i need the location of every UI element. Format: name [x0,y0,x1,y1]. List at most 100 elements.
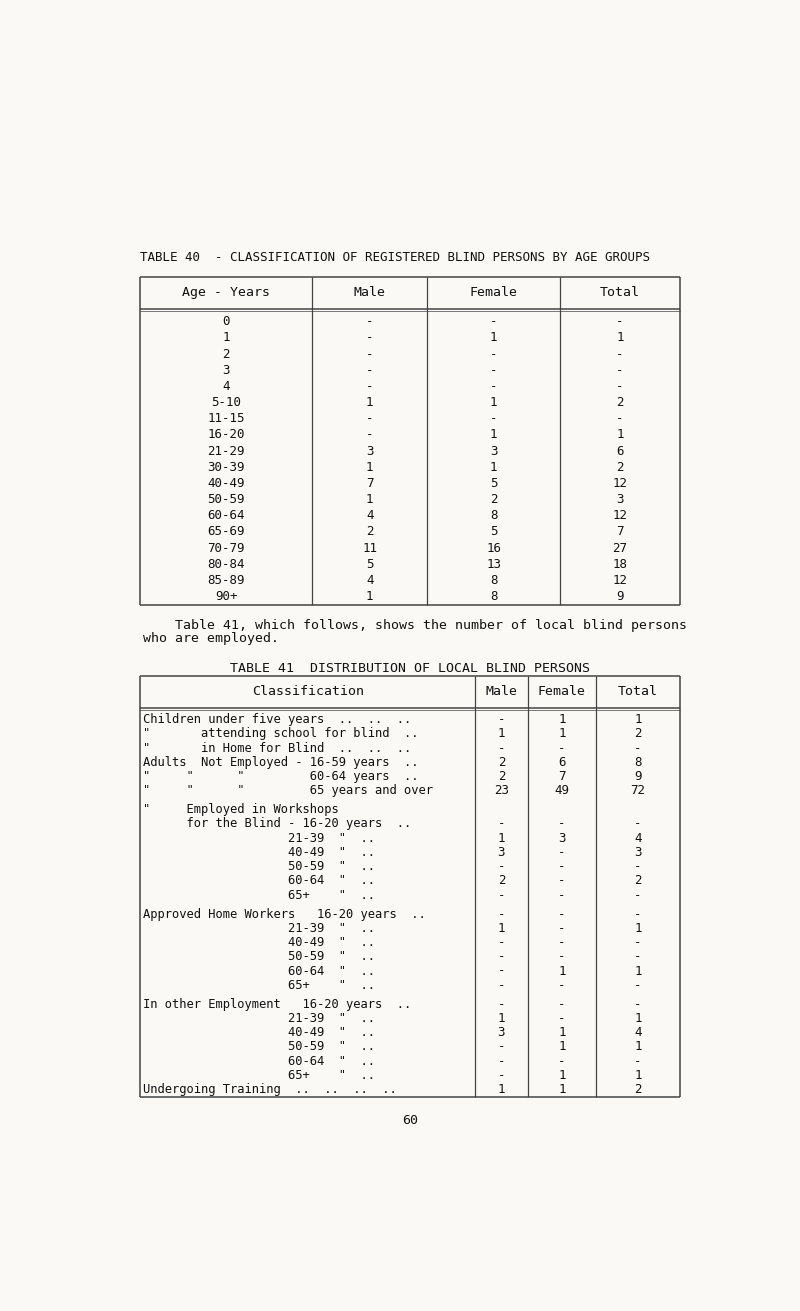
Text: 21-39  "  ..: 21-39 " .. [143,831,375,844]
Text: -: - [558,1012,566,1025]
Text: 30-39: 30-39 [207,460,245,473]
Text: 1: 1 [490,460,498,473]
Text: 16: 16 [486,541,501,555]
Text: -: - [366,412,374,425]
Text: 1: 1 [558,728,566,741]
Text: 4: 4 [366,574,374,587]
Text: 2: 2 [634,1083,642,1096]
Text: 1: 1 [490,396,498,409]
Text: 3: 3 [498,846,506,859]
Text: -: - [490,347,498,361]
Text: 72: 72 [630,784,646,797]
Text: 3: 3 [634,846,642,859]
Text: 1: 1 [634,1041,642,1053]
Text: 12: 12 [613,477,627,490]
Text: 3: 3 [558,831,566,844]
Text: -: - [498,1041,506,1053]
Text: -: - [634,979,642,991]
Text: 1: 1 [558,713,566,726]
Text: 1: 1 [616,332,624,345]
Text: 1: 1 [558,1027,566,1040]
Text: "     "      "         60-64 years  ..: " " " 60-64 years .. [143,770,419,783]
Text: -: - [616,347,624,361]
Text: 3: 3 [366,444,374,458]
Text: -: - [616,412,624,425]
Text: -: - [634,998,642,1011]
Text: 16-20: 16-20 [207,429,245,442]
Text: Age - Years: Age - Years [182,286,270,299]
Text: 1: 1 [498,728,506,741]
Text: -: - [498,818,506,830]
Text: 1: 1 [498,1012,506,1025]
Text: -: - [498,998,506,1011]
Text: 21-39  "  ..: 21-39 " .. [143,1012,375,1025]
Text: 2: 2 [634,874,642,888]
Text: 2: 2 [222,347,230,361]
Text: 65+    "  ..: 65+ " .. [143,1068,375,1082]
Text: -: - [366,429,374,442]
Text: 50-59  "  ..: 50-59 " .. [143,1041,375,1053]
Text: Female: Female [538,686,586,699]
Text: -: - [616,315,624,328]
Text: 40-49  "  ..: 40-49 " .. [143,846,375,859]
Text: 40-49  "  ..: 40-49 " .. [143,1027,375,1040]
Text: 1: 1 [498,831,506,844]
Text: 23: 23 [494,784,509,797]
Text: 2: 2 [498,874,506,888]
Text: 1: 1 [634,965,642,978]
Text: -: - [558,907,566,920]
Text: 85-89: 85-89 [207,574,245,587]
Text: -: - [366,315,374,328]
Text: 2: 2 [634,728,642,741]
Text: -: - [634,907,642,920]
Text: 60: 60 [402,1113,418,1126]
Text: -: - [558,950,566,964]
Text: 11-15: 11-15 [207,412,245,425]
Text: 65+    "  ..: 65+ " .. [143,979,375,991]
Text: -: - [498,742,506,755]
Text: -: - [558,818,566,830]
Text: -: - [498,936,506,949]
Text: 1: 1 [558,1068,566,1082]
Text: 4: 4 [634,1027,642,1040]
Text: 4: 4 [366,509,374,522]
Text: Undergoing Training  ..  ..  ..  ..: Undergoing Training .. .. .. .. [143,1083,397,1096]
Text: 12: 12 [613,574,627,587]
Text: TABLE 40  - CLASSIFICATION OF REGISTERED BLIND PERSONS BY AGE GROUPS: TABLE 40 - CLASSIFICATION OF REGISTERED … [140,250,650,264]
Text: "       attending school for blind  ..: " attending school for blind .. [143,728,419,741]
Text: 5: 5 [490,526,498,539]
Text: -: - [498,860,506,873]
Text: -: - [490,363,498,376]
Text: -: - [498,889,506,902]
Text: 65-69: 65-69 [207,526,245,539]
Text: 49: 49 [554,784,570,797]
Text: "     Employed in Workshops: " Employed in Workshops [143,804,339,817]
Text: In other Employment   16-20 years  ..: In other Employment 16-20 years .. [143,998,412,1011]
Text: 7: 7 [366,477,374,490]
Text: -: - [498,713,506,726]
Text: Total: Total [600,286,640,299]
Text: 40-49  "  ..: 40-49 " .. [143,936,375,949]
Text: -: - [498,1054,506,1067]
Text: -: - [498,979,506,991]
Text: 80-84: 80-84 [207,557,245,570]
Text: -: - [634,936,642,949]
Text: 90+: 90+ [215,590,238,603]
Text: 11: 11 [362,541,378,555]
Text: 2: 2 [498,756,506,768]
Text: -: - [490,380,498,393]
Text: -: - [366,332,374,345]
Text: 12: 12 [613,509,627,522]
Text: -: - [634,889,642,902]
Text: 27: 27 [613,541,627,555]
Text: 21-39  "  ..: 21-39 " .. [143,922,375,935]
Text: "       in Home for Blind  ..  ..  ..: " in Home for Blind .. .. .. [143,742,412,755]
Text: 1: 1 [498,922,506,935]
Text: -: - [558,874,566,888]
Text: 3: 3 [490,444,498,458]
Text: -: - [558,1054,566,1067]
Text: -: - [558,979,566,991]
Text: 60-64  "  ..: 60-64 " .. [143,1054,375,1067]
Text: Classification: Classification [252,686,364,699]
Text: 2: 2 [616,460,624,473]
